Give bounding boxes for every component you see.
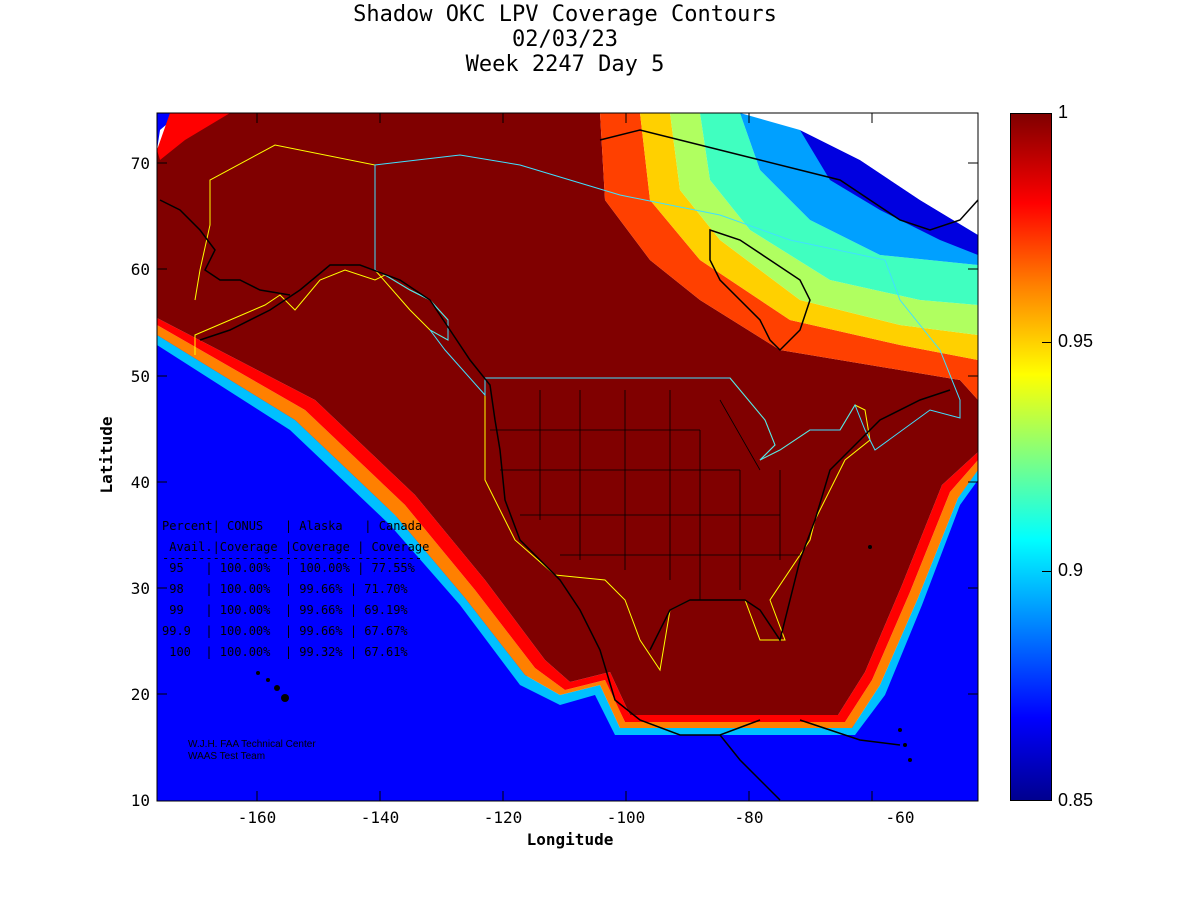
alaska-coast [159, 199, 291, 296]
credit-line-1: W.J.H. FAA Technical Center [188, 739, 316, 750]
x-tick-labels: -160 -140 -120 -100 -80 -60 [238, 808, 915, 827]
table-row: 99 | 100.00% | 99.66% | 69.19% [162, 603, 408, 617]
x-axis-label: Longitude [527, 830, 614, 849]
caribbean-island [908, 758, 912, 762]
x-tick-label: -100 [607, 808, 646, 827]
table-row: 100 | 100.00% | 99.32% | 67.61% [162, 645, 408, 659]
contour-band-north-blue [800, 130, 978, 255]
contour-band-northwest [157, 113, 230, 160]
x-tick-label: -140 [361, 808, 400, 827]
table-header-2: Avail.|Coverage |Coverage | Coverage [162, 540, 429, 554]
no-coverage-region-north [800, 113, 978, 235]
x-tick-label: -120 [484, 808, 523, 827]
map-title-line-3: Week 2247 Day 5 [465, 52, 665, 77]
y-tick-label: 30 [131, 579, 150, 598]
colorbar [1010, 113, 1052, 801]
pacific-coastline [199, 264, 761, 736]
credit: W.J.H. FAA Technical Center WAAS Test Te… [188, 739, 316, 762]
contour-band-north-yellow [640, 113, 978, 360]
contour-band-navy [157, 113, 978, 801]
state-borders [490, 390, 800, 600]
map-title-line-2: 02/03/23 [512, 27, 618, 52]
islands [256, 545, 912, 762]
colorbar-tick [1042, 342, 1052, 343]
y-tick-label: 70 [131, 154, 150, 173]
contour-band-north-cyan [700, 113, 978, 305]
table-row: 99.9 | 100.00% | 99.66% | 67.67% [162, 624, 408, 638]
colorbar-label: 0.85 [1058, 790, 1094, 810]
table-row: 98 | 100.00% | 99.66% | 71.70% [162, 582, 408, 596]
hawaii-island [256, 671, 260, 675]
y-tick-label: 40 [131, 473, 150, 492]
table-header-1: Percent| CONUS | Alaska | Canada [162, 519, 422, 533]
y-tick-label: 60 [131, 260, 150, 279]
central-america-coast [719, 719, 901, 801]
hawaii-island [274, 685, 280, 691]
colorbar-label: 0.95 [1058, 331, 1094, 351]
y-tick-label: 20 [131, 685, 150, 704]
x-tick-label: -80 [735, 808, 764, 827]
colorbar-label: 1 [1058, 102, 1069, 122]
colorbar-tick [1042, 571, 1052, 572]
hawaii-island [281, 694, 289, 702]
x-tick-label: -60 [886, 808, 915, 827]
axis-ticks [157, 113, 978, 801]
state-grid [490, 390, 800, 600]
coverage-contours [157, 113, 978, 801]
coverage-table: Percent| CONUS | Alaska | Canada Avail.|… [162, 519, 429, 659]
contour-band-north-green [670, 113, 978, 335]
hawaii-island [266, 678, 270, 682]
caribbean-island [903, 743, 907, 747]
table-separator: ------------------------------------ [162, 551, 422, 565]
y-tick-label: 10 [131, 791, 150, 810]
caribbean-island [898, 728, 902, 732]
contour-band-north-orange [600, 113, 978, 400]
hudson-bay-coast [709, 228, 811, 352]
y-tick-label: 50 [131, 367, 150, 386]
map-title-line-1: Shadow OKC LPV Coverage Contours [353, 2, 777, 27]
table-row: 95 | 100.00% | 100.00% | 77.55% [162, 561, 416, 575]
colorbar-label: 0.9 [1058, 560, 1084, 580]
plot-frame [156, 112, 979, 802]
y-axis-label: Latitude [97, 416, 116, 493]
arctic-islands [599, 129, 978, 231]
x-tick-label: -160 [238, 808, 277, 827]
credit-line-2: WAAS Test Team [188, 751, 265, 762]
contour-band-full-coverage [157, 113, 978, 715]
bermuda-island [868, 545, 872, 549]
y-tick-labels: 70 60 50 40 30 20 10 [131, 154, 150, 810]
